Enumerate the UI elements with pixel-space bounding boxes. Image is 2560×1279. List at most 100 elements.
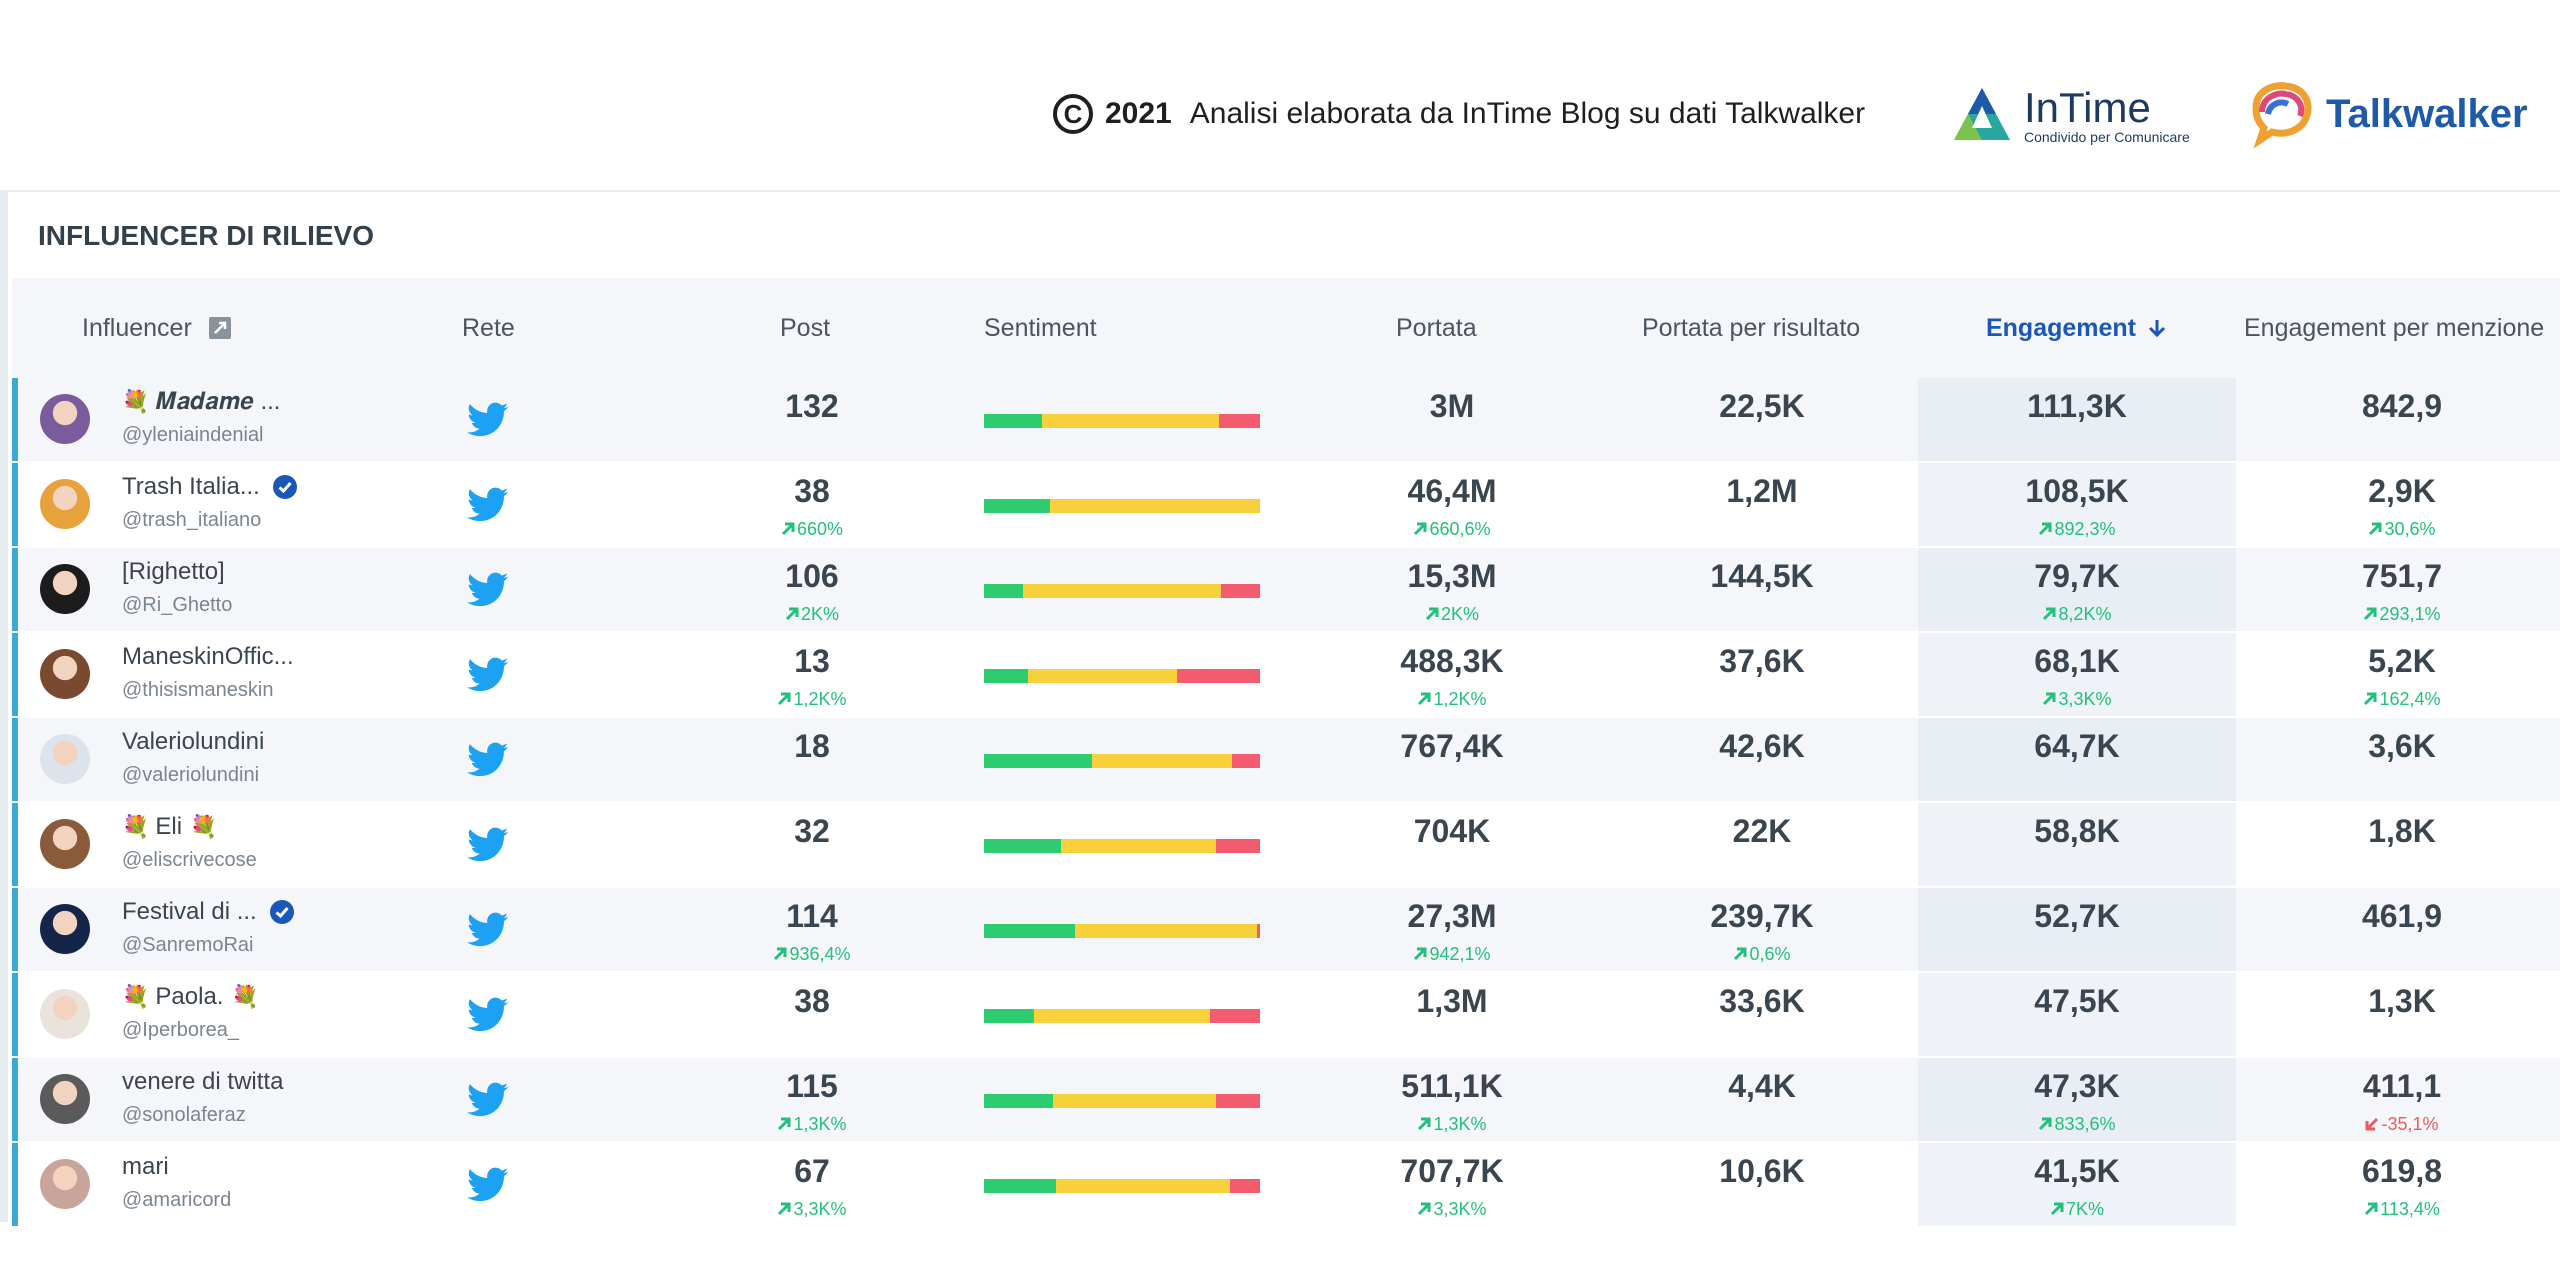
table-row[interactable]: mari @amaricord 67 3,3K% 707,7K 3,3K% 10,6K 41,… (12, 1143, 2560, 1228)
engagement-per-menzione-value: 2,9K (2368, 473, 2436, 509)
col-engagement[interactable]: Engagement (1918, 278, 2236, 384)
avatar[interactable] (40, 564, 90, 614)
sort-down-icon[interactable] (2146, 317, 2168, 339)
avatar[interactable] (40, 734, 90, 784)
influencer-panel: INFLUENCER DI RILIEVO Influencer Rete Po… (0, 190, 2560, 1279)
intime-triangle-icon (1954, 88, 2010, 140)
row-accent (12, 1143, 18, 1226)
twitter-icon (467, 487, 509, 523)
change-indicator: 2K% (1352, 604, 1552, 625)
expand-icon[interactable] (208, 316, 232, 340)
sentiment-negative (1221, 584, 1260, 598)
twitter-icon (467, 572, 509, 608)
post-count: 18 (794, 728, 830, 764)
portata-per-risultato-value: 42,6K (1719, 728, 1805, 764)
sentiment-positive (984, 499, 1051, 513)
table-row[interactable]: 💐 Paola. 💐 @Iperborea_ 38 1,3M 33,6K 47,5K 1,3K (12, 973, 2560, 1058)
intime-name: InTime (2024, 84, 2151, 131)
table-row[interactable]: venere di twitta @sonolaferaz 115 1,3K% 511,… (12, 1058, 2560, 1143)
influencer-name[interactable]: 💐 𝑴𝒂𝒅𝒂𝒎𝒆 ... (122, 388, 281, 415)
avatar[interactable] (40, 904, 90, 954)
engagement-per-menzione-value: 842,9 (2361, 388, 2443, 424)
avatar[interactable] (40, 1074, 90, 1124)
table-row[interactable]: Valeriolundini @valeriolundini 18 767,4K 42,… (12, 718, 2560, 803)
sentiment-neutral (1041, 414, 1219, 428)
influencer-name[interactable]: 💐 Eli 💐 (122, 813, 218, 840)
twitter-icon (467, 657, 509, 693)
post-count: 106 (785, 558, 839, 594)
sentiment-negative (1177, 669, 1260, 683)
influencer-name[interactable]: Festival di ... (122, 898, 295, 926)
flower-emoji-icon: 💐 (190, 814, 218, 839)
portata-value: 511,1K (1401, 1068, 1503, 1104)
sentiment-positive (984, 584, 1023, 598)
influencer-name[interactable]: Trash Italia... (122, 473, 298, 501)
influencer-name[interactable]: [Righetto] (122, 558, 225, 585)
sentiment-positive (984, 1094, 1053, 1108)
post-count: 132 (785, 388, 839, 424)
influencer-name[interactable]: ManeskinOffic... (122, 643, 294, 670)
row-accent (12, 1058, 18, 1141)
portata-value: 767,4K (1400, 728, 1504, 764)
change-indicator: 162,4% (2282, 689, 2522, 710)
post-count: 32 (794, 813, 830, 849)
twitter-icon (467, 912, 509, 948)
avatar[interactable] (40, 394, 90, 444)
col-portata[interactable]: Portata (1396, 313, 1477, 342)
table-row[interactable]: 💐 Eli 💐 @eliscrivecose 32 704K 22K 58,8K 1,8K (12, 803, 2560, 888)
portata-value: 707,7K (1400, 1153, 1504, 1189)
row-accent (12, 888, 18, 971)
avatar[interactable] (40, 649, 90, 699)
post-count: 115 (786, 1068, 838, 1104)
table-row[interactable]: Festival di ... @SanremoRai 114 936,4% 27,3M… (12, 888, 2560, 973)
portata-value: 704K (1413, 813, 1491, 849)
table-row[interactable]: 💐 𝑴𝒂𝒅𝒂𝒎𝒆 ... @yleniaindenial 132 3M 22,5K 111,… (12, 378, 2560, 463)
table-row[interactable]: ManeskinOffic... @thisismaneskin 13 1,2K% 48… (12, 633, 2560, 718)
sentiment-negative (1215, 839, 1260, 853)
table-row[interactable]: Trash Italia... @trash_italiano 38 660% 46,4… (12, 463, 2560, 548)
col-engagement-per-menzione[interactable]: Engagement per menzione (2244, 313, 2545, 342)
change-indicator: 293,1% (2282, 604, 2522, 625)
change-indicator: 942,1% (1352, 944, 1552, 965)
influencer-name[interactable]: mari (122, 1153, 169, 1180)
sentiment-neutral (1050, 499, 1260, 513)
engagement-highlight (1918, 463, 2236, 546)
change-indicator: 1,3K% (712, 1114, 912, 1135)
sentiment-neutral (1053, 1094, 1216, 1108)
engagement-highlight (1918, 548, 2236, 631)
sentiment-neutral (1061, 839, 1216, 853)
avatar[interactable] (40, 479, 90, 529)
flower-emoji-icon: 💐 (122, 984, 150, 1009)
col-influencer-label: Influencer (82, 313, 192, 342)
post-count: 67 (794, 1153, 830, 1189)
col-portata-per-risultato[interactable]: Portata per risultato (1642, 313, 1861, 342)
verified-icon (272, 475, 297, 499)
engagement-highlight (1918, 888, 2236, 971)
avatar[interactable] (40, 989, 90, 1039)
table-header: Influencer Rete Post Sentiment Portata P… (12, 278, 2560, 384)
col-engagement-label: Engagement (1985, 313, 2137, 342)
post-count: 13 (794, 643, 830, 679)
change-indicator: 3,3K% (1972, 689, 2182, 710)
credit-year: 2021 (1105, 97, 1172, 130)
engagement-value: 52,7K (2034, 898, 2120, 934)
sentiment-bar (984, 839, 1260, 853)
avatar[interactable] (40, 819, 90, 869)
col-rete[interactable]: Rete (462, 313, 515, 342)
panel-title: INFLUENCER DI RILIEVO (38, 220, 375, 251)
engagement-value: 41,5K (2034, 1153, 2120, 1189)
flower-emoji-icon: 💐 (122, 389, 150, 414)
influencer-handle: @sonolaferaz (122, 1104, 246, 1126)
portata-value: 27,3M (1407, 898, 1497, 934)
col-influencer[interactable]: Influencer (82, 278, 232, 378)
col-sentiment[interactable]: Sentiment (984, 313, 1097, 342)
table-row[interactable]: [Righetto] @Ri_Ghetto 106 2K% 15,3M 2K% 144,5K… (12, 548, 2560, 633)
influencer-handle: @yleniaindenial (122, 424, 264, 446)
avatar[interactable] (40, 1159, 90, 1209)
col-post[interactable]: Post (780, 313, 831, 342)
influencer-name[interactable]: venere di twitta (122, 1068, 284, 1095)
influencer-name[interactable]: 💐 Paola. 💐 (122, 983, 259, 1010)
portata-value: 1,3M (1416, 983, 1488, 1019)
sentiment-bar (984, 1179, 1260, 1193)
influencer-name[interactable]: Valeriolundini (122, 728, 265, 755)
